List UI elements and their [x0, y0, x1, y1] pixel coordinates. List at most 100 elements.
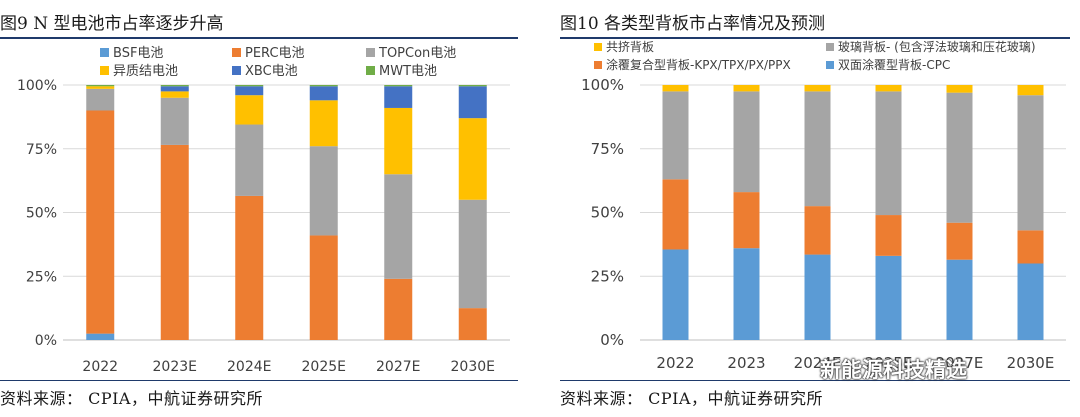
x-tick-label: 2023E [153, 359, 197, 375]
bar-segment [235, 86, 264, 96]
source-divider [560, 380, 1070, 381]
bar-segment [662, 249, 689, 340]
bar-segment [86, 110, 115, 334]
bar-segment [1017, 95, 1044, 231]
x-tick-label: 2030E [451, 359, 495, 375]
bar-segment [235, 124, 264, 196]
chart-panel-right: 图10 各类型背板市占率情况及预测 0% 25% 50% 75% 100% 2022 202… [560, 0, 1080, 417]
bar-segment [384, 85, 413, 87]
bar-segment [458, 199, 487, 309]
legend-swatch [366, 66, 375, 75]
bar-segment [86, 88, 115, 111]
legend-swatch [232, 48, 241, 57]
bar-segment [1017, 263, 1044, 340]
chart-title: 图10 各类型背板市占率情况及预测 [560, 14, 826, 34]
x-tick-label: 2022 [656, 354, 694, 372]
legend-swatch [100, 66, 109, 75]
bar-segment [160, 85, 189, 87]
bar-segment [662, 85, 689, 92]
legend-swatch [366, 48, 375, 57]
title-underline [0, 37, 518, 39]
bar-segment [160, 97, 189, 145]
y-tick-label: 50% [26, 206, 57, 222]
bar-segment [1017, 85, 1044, 96]
bar-segment [733, 91, 760, 193]
legend-label: PERC电池 [245, 46, 305, 61]
x-tick-label: 2025E [865, 354, 913, 372]
bar-segment [662, 179, 689, 250]
bar-segment [875, 255, 902, 340]
bar-segment [160, 91, 189, 98]
stacked-bar-chart-backsheet-share: 0% 25% 50% 75% 100% 2022 2023 2024E 2025E 2027E 20… [581, 39, 1066, 372]
title-underline [560, 37, 1070, 39]
bar-segment [875, 215, 902, 256]
bar-segment [875, 91, 902, 216]
legend-label: 双面涂覆型背板-CPC [838, 57, 950, 72]
y-tick-label: 100% [581, 76, 624, 94]
x-tick-label: 2030E [1007, 354, 1055, 372]
bar-segment [309, 86, 338, 101]
bar-segment [235, 195, 264, 340]
y-tick-label: 100% [17, 78, 57, 94]
bar-segment [1017, 230, 1044, 264]
y-tick-label: 0% [35, 333, 57, 349]
bar-segment [384, 86, 413, 108]
stacked-bar-chart-battery-share: 0% 25% 50% 75% 100% 2022 2023E 2024E 2025E 2027E 2… [17, 46, 510, 375]
x-tick-label: 2024E [794, 354, 842, 372]
y-tick-label: 75% [591, 140, 624, 158]
bar-segment [309, 235, 338, 340]
x-tick-label: 2025E [302, 359, 346, 375]
legend-label: BSF电池 [113, 46, 163, 61]
watermark-text: 新能源科技精选 [820, 358, 967, 382]
bar-segment [235, 95, 264, 125]
chart-panel-left: 图9 N 型电池市占率逐步升高 0% 25% 50% 75% 100% 2022 2023E… [0, 14, 518, 408]
bar-segment [235, 85, 264, 87]
bar-segment [875, 85, 902, 92]
bar-segment [946, 222, 973, 260]
bar-segment [733, 248, 760, 340]
legend-label: 涂覆复合型背板-KPX/TPX/PX/PPX [606, 57, 791, 72]
bar-segment [384, 107, 413, 175]
bar-segment [458, 308, 487, 340]
legend-label: XBC电池 [245, 64, 298, 79]
chart-title: 图9 N 型电池市占率逐步升高 [0, 14, 224, 34]
x-tick-label: 2027E [376, 359, 420, 375]
legend-label: TOPCon电池 [378, 46, 456, 61]
legend-swatch [826, 61, 834, 69]
bar-segment [804, 254, 831, 340]
x-tick-label: 2027E [936, 354, 984, 372]
x-tick-label: 2022 [82, 359, 118, 375]
bar-segment [86, 85, 115, 87]
bar-segment [946, 259, 973, 340]
bar-segment [458, 85, 487, 87]
x-tick-label: 2023 [727, 354, 765, 372]
bar-segment [946, 85, 973, 93]
bar-segment [804, 85, 831, 92]
bar-segment [86, 333, 115, 340]
legend-label: 异质结电池 [113, 64, 178, 79]
bar-segment [804, 206, 831, 255]
source-divider [0, 380, 518, 381]
legend-swatch [100, 48, 109, 57]
legend-swatch [594, 43, 602, 51]
bar-segment [733, 85, 760, 92]
legend-swatch [826, 43, 834, 51]
y-tick-label: 25% [26, 269, 57, 285]
bar-segment [309, 85, 338, 87]
bar-segment [458, 118, 487, 200]
bar-segment [384, 278, 413, 340]
bar-segment [384, 174, 413, 279]
legend-swatch [594, 61, 602, 69]
legend-label: MWT电池 [379, 64, 437, 79]
bar-segment [662, 91, 689, 180]
legend-label: 共挤背板 [606, 39, 654, 54]
bar-segment [160, 86, 189, 92]
source-note: 资料来源： CPIA，中航证券研究所 [0, 389, 263, 408]
bar-segment [309, 146, 338, 236]
bar-segment [804, 91, 831, 207]
legend-swatch [232, 66, 241, 75]
bar-segment [86, 86, 115, 89]
source-note: 资料来源： CPIA，中航证券研究所 [560, 389, 823, 408]
bar-segment [733, 192, 760, 249]
bar-segment [946, 92, 973, 223]
